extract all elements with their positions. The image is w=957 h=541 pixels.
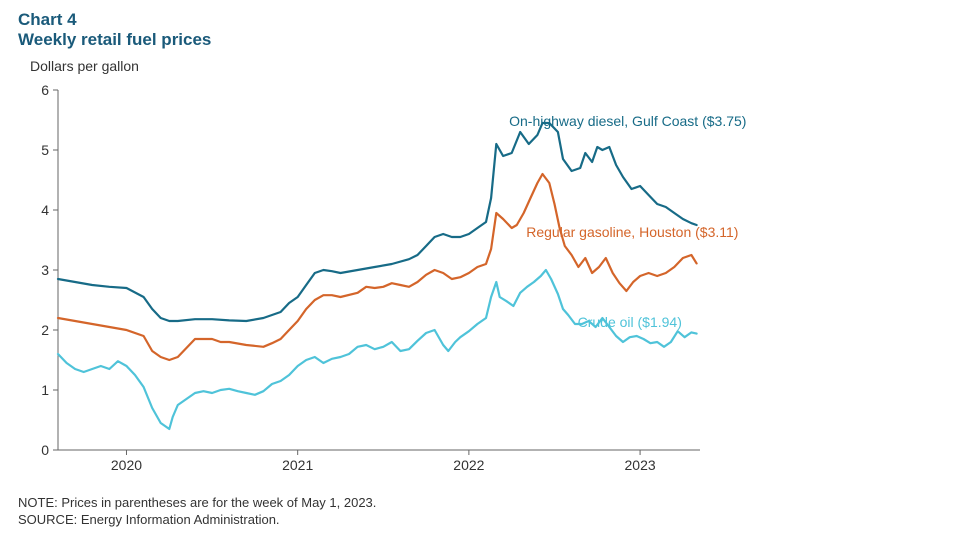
note-line-1: NOTE: Prices in parentheses are for the … [18, 494, 376, 512]
series-label-crude: Crude oil ($1.94) [578, 314, 682, 330]
series-label-diesel: On-highway diesel, Gulf Coast ($3.75) [509, 113, 746, 129]
x-tick-label: 2022 [453, 457, 484, 473]
series-crude [58, 270, 697, 429]
y-tick-label: 6 [41, 82, 49, 98]
y-tick-label: 0 [41, 442, 49, 458]
series-diesel [58, 123, 697, 321]
chart-notes: NOTE: Prices in parentheses are for the … [18, 494, 376, 529]
chart-plot: 0 1 2 3 4 5 6 2020 2021 2022 2023 On-highway diesel… [30, 80, 930, 480]
title-block: Chart 4 Weekly retail fuel prices [18, 10, 211, 51]
x-tick-label: 2023 [625, 457, 656, 473]
x-tick-label: 2021 [282, 457, 313, 473]
y-tick-label: 1 [41, 382, 49, 398]
y-tick-label: 2 [41, 322, 49, 338]
note-line-2: SOURCE: Energy Information Administratio… [18, 511, 376, 529]
chart-title: Weekly retail fuel prices [18, 30, 211, 50]
chart-container: Chart 4 Weekly retail fuel prices Dollar… [0, 0, 957, 541]
y-tick-label: 5 [41, 142, 49, 158]
y-axis-title: Dollars per gallon [30, 58, 139, 74]
y-tick-label: 3 [41, 262, 49, 278]
chart-number: Chart 4 [18, 10, 211, 30]
x-tick-label: 2020 [111, 457, 142, 473]
y-tick-label: 4 [41, 202, 49, 218]
series-label-gasoline: Regular gasoline, Houston ($3.11) [526, 224, 738, 240]
